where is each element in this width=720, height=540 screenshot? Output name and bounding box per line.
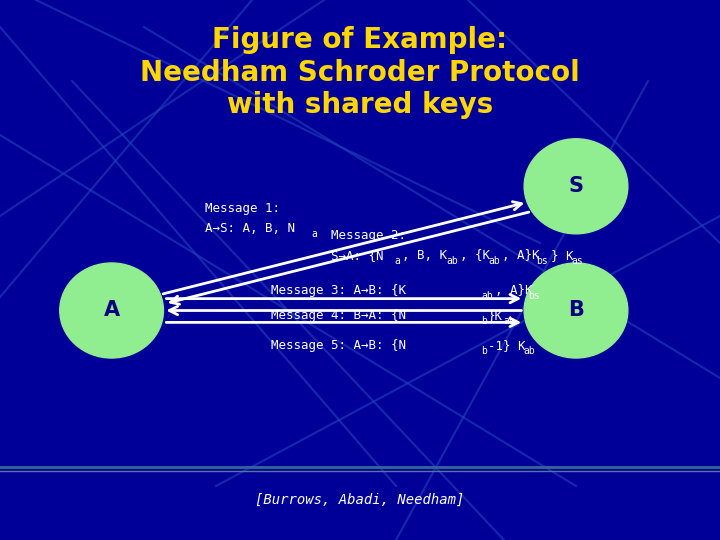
Text: }K: }K [488,309,503,322]
Text: ab: ab [446,256,458,266]
Text: A: A [104,300,120,321]
Text: ab: ab [503,316,515,326]
Text: -1} K: -1} K [488,339,526,352]
Text: bs: bs [536,256,548,266]
Text: as: as [571,256,582,266]
Text: S→A: {N: S→A: {N [331,249,384,262]
Text: Message 3: A→B: {K: Message 3: A→B: {K [271,284,406,297]
Text: ab: ab [488,256,500,266]
Text: a: a [395,256,400,266]
Text: Message 1:: Message 1: [205,202,280,215]
Ellipse shape [524,139,628,234]
Text: [Burrows, Abadi, Needham]: [Burrows, Abadi, Needham] [256,492,464,507]
Text: , A}K: , A}K [495,284,532,297]
Text: b: b [481,316,487,326]
Text: } K: } K [551,249,573,262]
Text: Message 5: A→B: {N: Message 5: A→B: {N [271,339,406,352]
Ellipse shape [60,263,163,358]
Text: , {K: , {K [460,249,490,262]
Text: ab: ab [523,346,535,356]
Text: Figure of Example:
Needham Schroder Protocol
with shared keys: Figure of Example: Needham Schroder Prot… [140,26,580,119]
Text: bs: bs [528,291,540,301]
Text: A→S: A, B, N: A→S: A, B, N [205,222,295,235]
Text: Message 4: B→A: {N: Message 4: B→A: {N [271,309,406,322]
Text: Message 2:: Message 2: [331,230,406,242]
Text: , B, K: , B, K [402,249,448,262]
Text: B: B [568,300,584,321]
Ellipse shape [524,263,628,358]
Text: a: a [312,229,318,239]
Text: b: b [481,346,487,356]
Text: S: S [569,176,583,197]
Text: , A}K: , A}K [502,249,539,262]
Text: ab: ab [481,291,492,301]
